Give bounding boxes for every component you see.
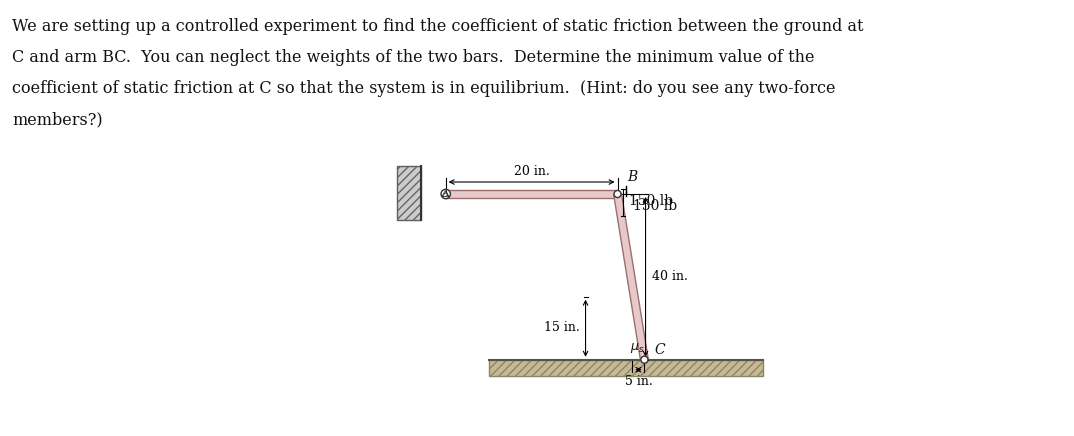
Bar xyxy=(489,360,763,376)
Text: C: C xyxy=(654,343,665,357)
Bar xyxy=(397,166,421,220)
Text: 5 in.: 5 in. xyxy=(624,375,652,388)
Bar xyxy=(397,166,421,220)
Text: 150 lb: 150 lb xyxy=(633,199,677,213)
Circle shape xyxy=(614,191,621,198)
Text: B: B xyxy=(627,170,638,184)
Text: 15 in.: 15 in. xyxy=(543,321,580,334)
Text: members?): members?) xyxy=(12,111,103,128)
Circle shape xyxy=(641,356,648,363)
Text: 40 in.: 40 in. xyxy=(652,270,687,283)
Polygon shape xyxy=(446,190,618,198)
Text: We are setting up a controlled experiment to find the coefficient of static fric: We are setting up a controlled experimen… xyxy=(12,18,863,35)
Text: 20 in.: 20 in. xyxy=(513,165,550,178)
Text: coefficient of static friction at C so that the system is in equilibrium.  (Hint: coefficient of static friction at C so t… xyxy=(12,80,836,97)
Text: A: A xyxy=(441,189,449,198)
Text: 150 lb: 150 lb xyxy=(628,194,672,208)
Text: C and arm BC.  You can neglect the weights of the two bars.  Determine the minim: C and arm BC. You can neglect the weight… xyxy=(12,49,814,66)
Bar xyxy=(489,360,763,376)
Polygon shape xyxy=(613,194,649,360)
Circle shape xyxy=(441,189,450,199)
Text: $\mu_s$: $\mu_s$ xyxy=(630,341,644,355)
